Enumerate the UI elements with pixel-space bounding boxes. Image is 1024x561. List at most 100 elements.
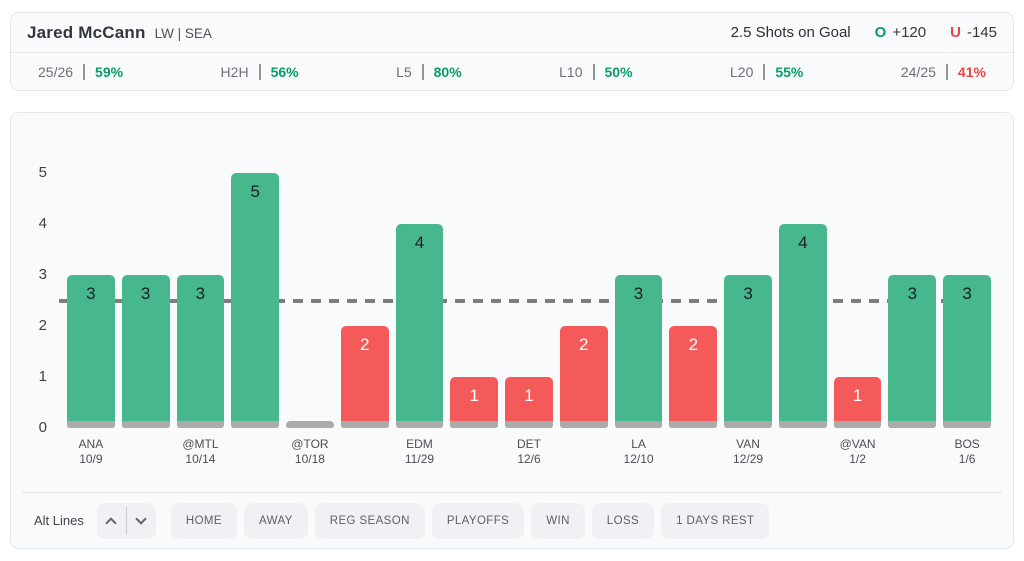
- opponent-label: LA: [631, 437, 646, 451]
- x-tick-label: @MTL 10/14: [182, 437, 218, 467]
- bar-slot: 3 VAN 12/29: [724, 141, 772, 466]
- bar-base-strip: [340, 421, 389, 428]
- bar-value-label: 3: [962, 284, 972, 303]
- x-tick-label: @VAN 1/2: [840, 437, 876, 467]
- bar-slot: @TOR 10/18: [286, 141, 334, 466]
- stat-item-l20: L20 55%: [730, 63, 803, 80]
- bar-base-strip: [121, 421, 170, 428]
- x-tick-label: LA 12/10: [624, 437, 654, 467]
- stat-value: 59%: [95, 63, 124, 80]
- filter-button-playoffs[interactable]: PLAYOFFS: [431, 502, 525, 539]
- filter-button-group: HOME AWAY REG SEASON PLAYOFFS WIN LOSS 1 DAYS …: [170, 502, 770, 539]
- stat-item-25-26: 25/26 59%: [38, 63, 124, 80]
- game-bar[interactable]: 1: [505, 377, 553, 428]
- bar-value-label: 4: [798, 233, 808, 252]
- game-bar[interactable]: 4: [778, 224, 827, 428]
- game-bar[interactable]: 3: [724, 275, 772, 428]
- stat-divider: [592, 63, 595, 80]
- game-bar[interactable]: 2: [669, 326, 718, 428]
- game-bar[interactable]: 3: [943, 275, 992, 428]
- alt-lines-stepper: [96, 502, 156, 539]
- game-bar[interactable]: 2: [559, 326, 608, 428]
- filter-button-away[interactable]: AWAY: [243, 502, 308, 539]
- bar-value-label: 2: [579, 335, 589, 354]
- bar-slot: 3 @MTL 10/14: [176, 141, 225, 466]
- game-bar[interactable]: [286, 421, 334, 428]
- stat-divider: [83, 63, 86, 80]
- game-bar[interactable]: 3: [888, 275, 937, 428]
- bar-base-strip: [450, 421, 499, 428]
- game-bar[interactable]: 1: [450, 377, 499, 428]
- x-tick-label: VAN 12/29: [733, 437, 763, 467]
- alt-line-up-button[interactable]: [97, 503, 126, 539]
- chart-footer: Alt Lines HOME AWAY REG SEASON PLAYOFFS WIN L…: [22, 492, 1002, 548]
- performance-chart-card: 0 1 2 3 4 5 3 ANA 10/9 3 3 @MTL 10/14 5 @TOR 10/18 2 4 ED…: [10, 112, 1014, 549]
- under-odds-value: -145: [966, 24, 997, 41]
- opponent-label: EDM: [406, 437, 433, 451]
- game-bar[interactable]: 2: [340, 326, 389, 428]
- stat-value: 56%: [270, 63, 299, 80]
- y-tick-label: 4: [38, 215, 47, 232]
- bar-slot: 2: [559, 141, 608, 428]
- filter-button-loss[interactable]: LOSS: [591, 502, 655, 539]
- bar-base-strip: [559, 421, 608, 428]
- x-tick-label: BOS 1/6: [954, 437, 979, 467]
- chevron-up-icon: [105, 516, 118, 529]
- bar-slot: 4 EDM 11/29: [395, 141, 444, 466]
- alt-lines-label: Alt Lines: [34, 513, 84, 528]
- bar-base-strip: [176, 421, 225, 428]
- game-bar[interactable]: 3: [176, 275, 225, 428]
- under-odds[interactable]: U -145: [950, 24, 997, 41]
- bar-value-label: 1: [524, 386, 534, 405]
- bar-slot: 1 @VAN 1/2: [833, 141, 882, 466]
- bar-slot: 3 BOS 1/6: [943, 141, 992, 466]
- bar-value-label: 3: [140, 284, 151, 303]
- over-odds-value: +120: [892, 24, 927, 41]
- opponent-label: BOS: [954, 437, 980, 451]
- game-date-label: 10/9: [79, 452, 103, 466]
- stat-divider: [421, 63, 424, 80]
- alt-line-down-button[interactable]: [127, 503, 156, 539]
- game-bar[interactable]: 3: [614, 275, 663, 428]
- bar-base-strip: [286, 421, 334, 428]
- game-date-label: 11/29: [404, 452, 435, 466]
- stat-divider: [763, 63, 766, 80]
- y-tick-label: 1: [38, 368, 47, 385]
- bar-value-label: 1: [852, 386, 863, 405]
- y-tick-label: 3: [38, 266, 47, 283]
- stat-label: 25/26: [38, 63, 74, 80]
- bar-base-strip: [888, 421, 937, 428]
- x-tick-label: EDM 11/29: [405, 437, 434, 467]
- game-bar[interactable]: 1: [833, 377, 882, 428]
- bar-value-label: 5: [250, 182, 260, 201]
- bar-value-label: 2: [688, 335, 699, 354]
- game-date-label: 10/18: [294, 452, 325, 466]
- bar-base-strip: [724, 421, 772, 428]
- game-bar[interactable]: 3: [121, 275, 170, 428]
- game-bar[interactable]: 3: [67, 275, 115, 428]
- opponent-label: @MTL: [182, 437, 219, 451]
- stat-item-24-25: 24/25 41%: [901, 63, 986, 80]
- y-tick-label: 2: [38, 317, 47, 334]
- filter-button-home[interactable]: HOME: [170, 502, 237, 539]
- over-odds[interactable]: O +120: [875, 24, 926, 41]
- opponent-label: ANA: [78, 437, 104, 451]
- stat-label: L10: [559, 63, 583, 80]
- bar-chart: 3 ANA 10/9 3 3 @MTL 10/14 5 @TOR 10/18 2 4 EDM 11/29 1…: [67, 141, 992, 466]
- bar-value-label: 4: [414, 233, 425, 252]
- bar-slot: 3: [888, 141, 937, 428]
- filter-button-1-days-rest[interactable]: 1 DAYS REST: [661, 502, 770, 539]
- game-date-label: 10/14: [185, 452, 216, 466]
- game-bar[interactable]: 5: [231, 173, 280, 428]
- filter-button-win[interactable]: WIN: [531, 502, 585, 539]
- stat-divider: [258, 63, 261, 80]
- y-tick-label: 5: [38, 164, 47, 181]
- x-tick-label: ANA 10/9: [79, 437, 104, 467]
- bar-base-strip: [943, 421, 992, 428]
- bar-base-strip: [833, 421, 882, 428]
- stat-label: L5: [396, 63, 412, 80]
- bar-value-label: 3: [195, 284, 206, 303]
- bar-slot: 1: [450, 141, 499, 428]
- game-bar[interactable]: 4: [395, 224, 444, 428]
- filter-button-reg-season[interactable]: REG SEASON: [314, 502, 425, 539]
